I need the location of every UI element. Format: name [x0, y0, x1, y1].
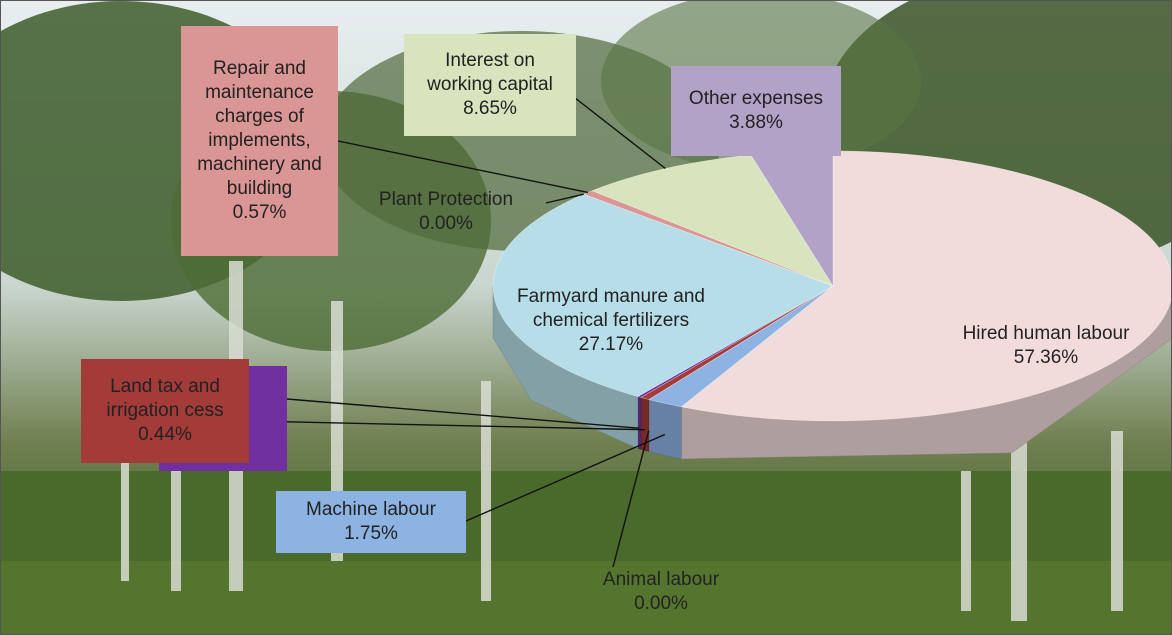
leader-line: [248, 420, 645, 431]
label-name: Hired human labour: [962, 323, 1130, 344]
label-name: Interest on working capital: [427, 50, 553, 95]
leader-line: [337, 140, 589, 194]
slice: [680, 150, 1171, 422]
label-name: Land tax and irrigation cess: [106, 376, 224, 421]
leader-line: [545, 193, 584, 204]
label-name: Machine labour: [306, 499, 436, 520]
label-value: 0.57%: [232, 202, 287, 223]
data-label: Farmyard manure and chemical fertilizers…: [511, 256, 711, 386]
label-value: 0.00%: [419, 213, 473, 234]
slice-side: [637, 396, 642, 450]
leader-line: [465, 433, 666, 522]
label-value: 57.36%: [1013, 347, 1079, 368]
label-name: Farmyard manure and chemical fertilizers: [517, 286, 705, 331]
label-name: Animal labour: [602, 569, 720, 590]
data-label: Machine labour 1.75%: [276, 491, 466, 553]
data-label: Interest on working capital 8.65%: [404, 34, 576, 136]
leader-line: [286, 398, 640, 429]
data-label: Plant Protection 0.00%: [346, 181, 546, 243]
slice-side: [648, 399, 682, 460]
data-label: Repair and maintenance charges of implem…: [181, 26, 338, 256]
leader-line: [612, 430, 650, 568]
data-label: Other expenses 3.88%: [671, 66, 841, 156]
pie: [492, 150, 1171, 460]
leader-lines: [248, 86, 793, 568]
label-value: 1.75%: [344, 523, 398, 544]
label-name: Plant Protection: [378, 189, 514, 210]
slice: [591, 154, 834, 287]
label-value: 3.88%: [729, 112, 783, 133]
label-name: Other expenses: [688, 88, 824, 109]
label-value: 0.00%: [634, 593, 688, 614]
data-label: Land tax and irrigation cess 0.44%: [81, 359, 249, 463]
label-name: Repair and maintenance charges of implem…: [197, 58, 322, 199]
slice: [492, 193, 834, 397]
label-value: 27.17%: [578, 334, 644, 355]
data-label: Animal labour 0.00%: [566, 561, 756, 623]
data-label: Hired human labour 57.36%: [926, 296, 1166, 396]
label-value: 8.65%: [463, 98, 517, 119]
leader-line: [560, 86, 666, 170]
label-value: 0.44%: [138, 424, 192, 445]
